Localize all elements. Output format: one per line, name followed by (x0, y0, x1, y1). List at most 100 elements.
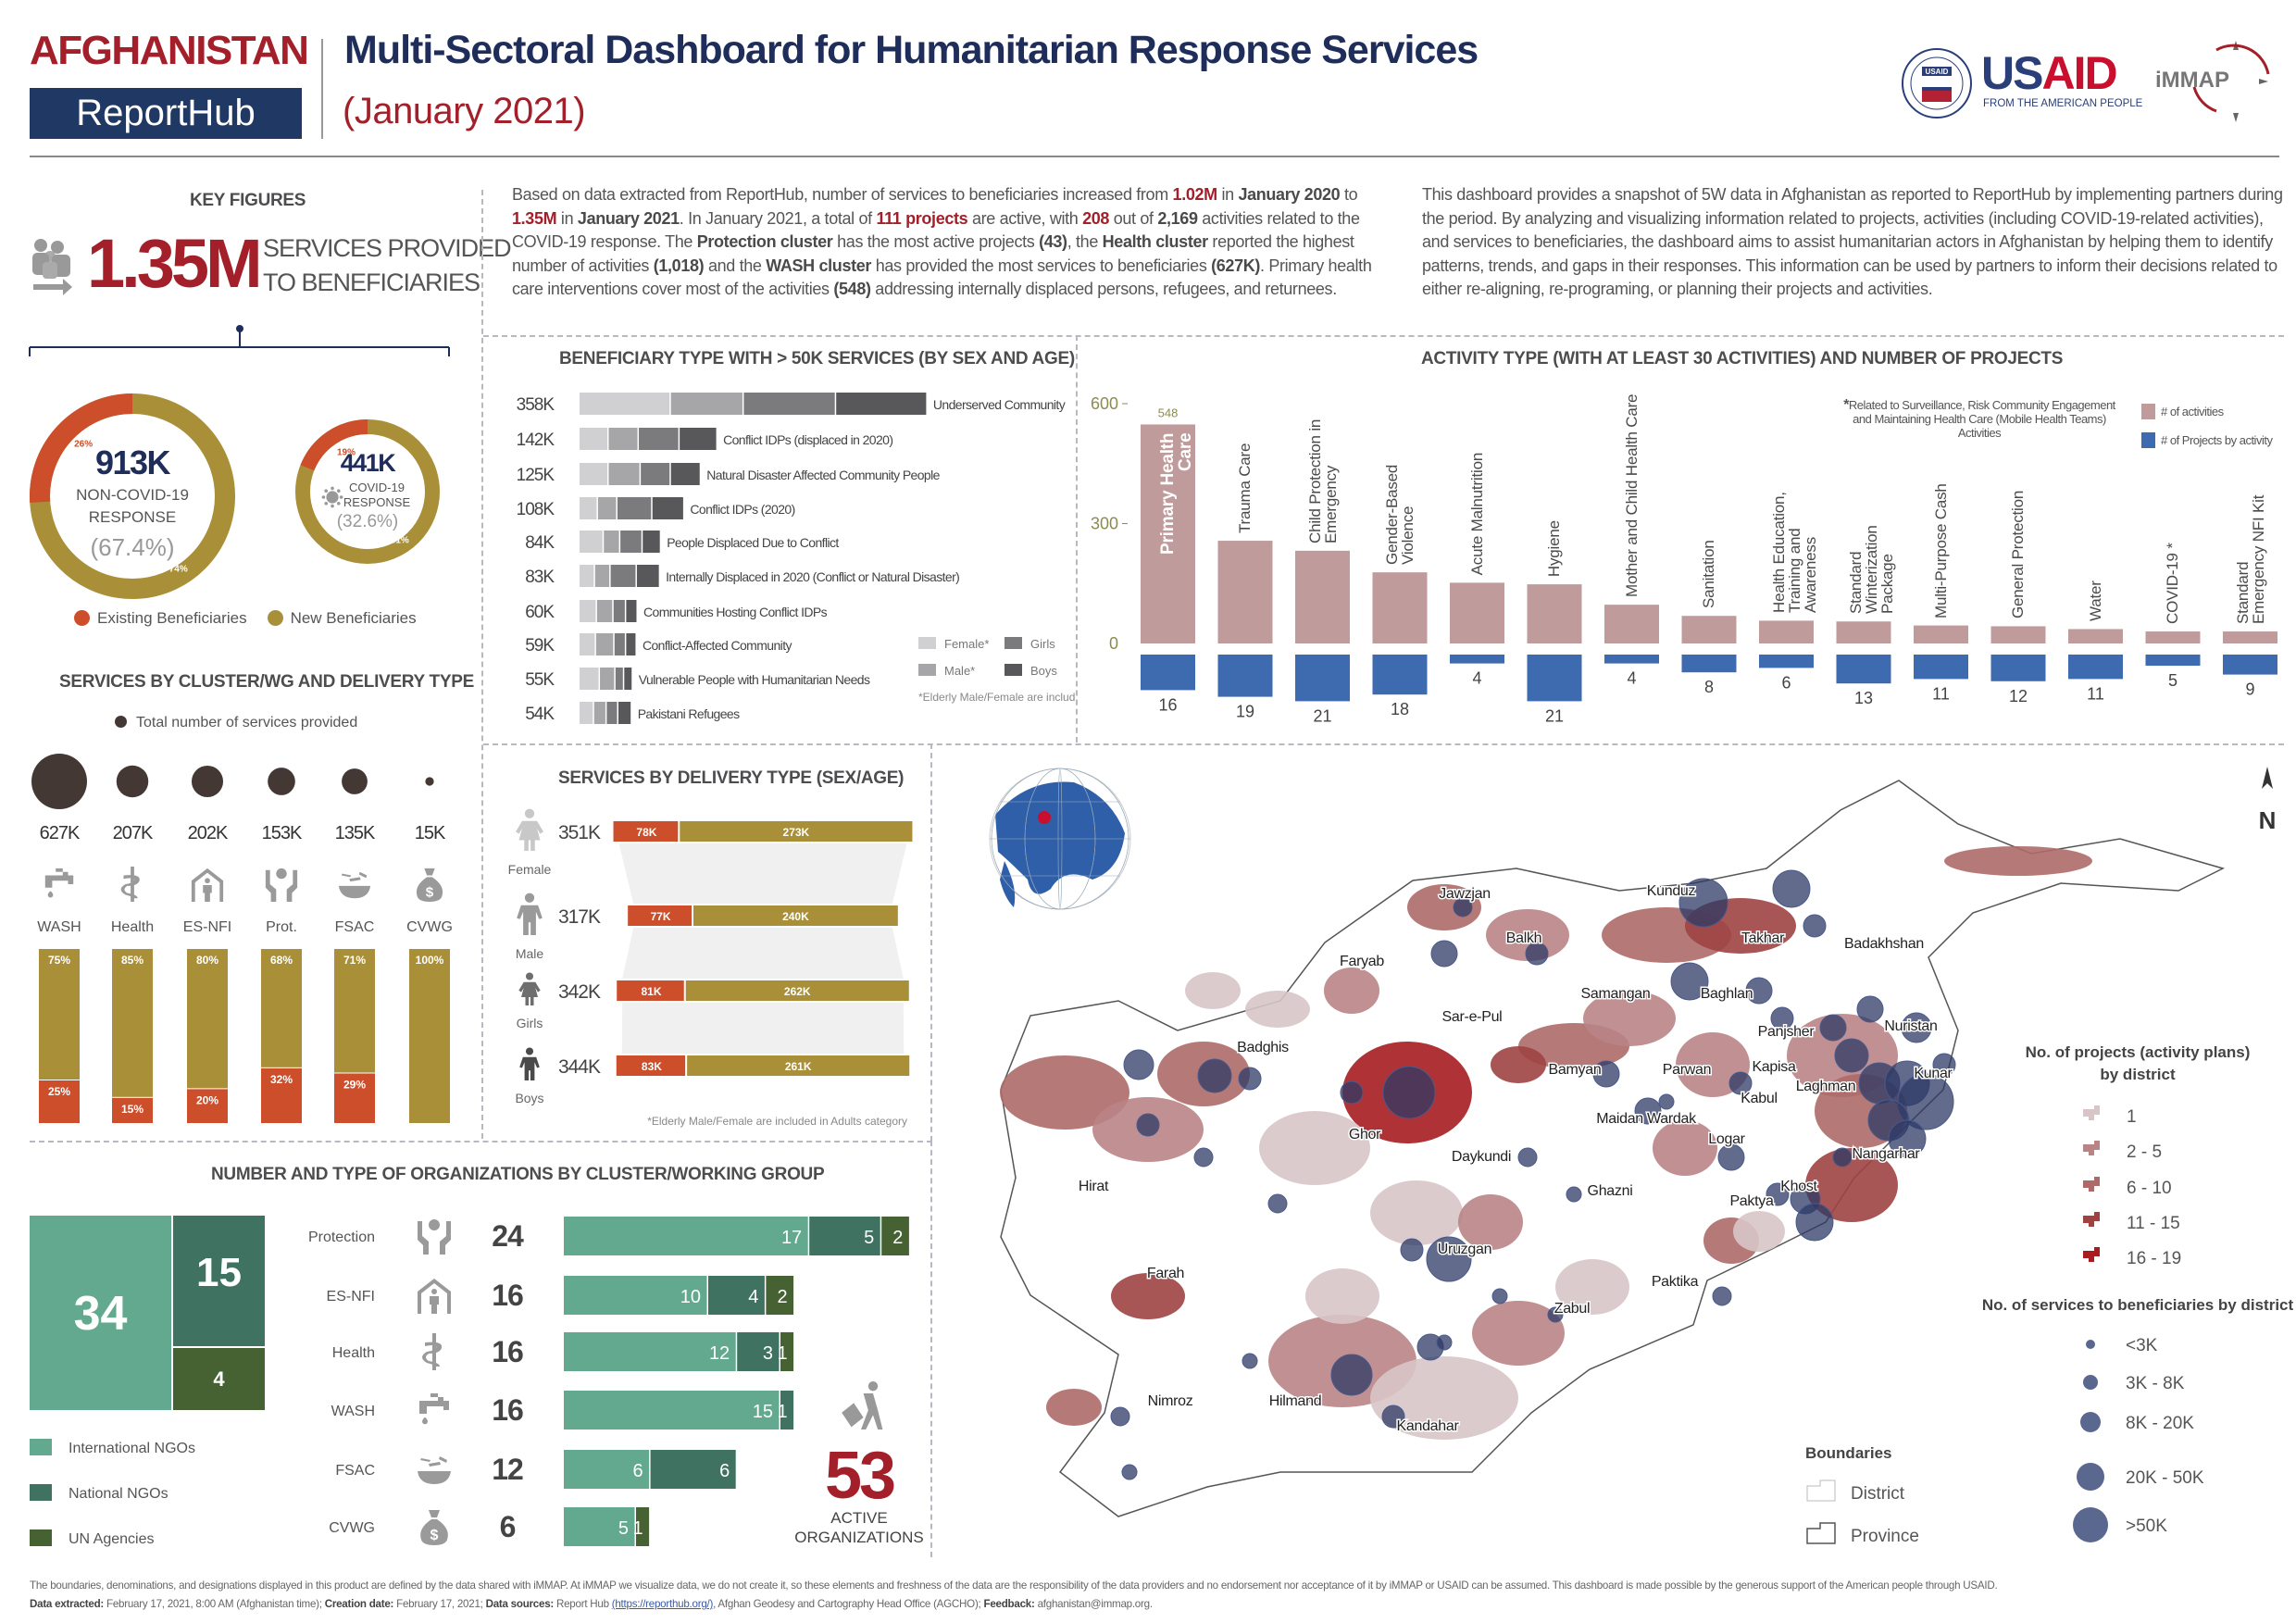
new-pct-label: 85% (121, 954, 144, 967)
total-services-label-2: TO BENEFICIARIES (263, 268, 480, 296)
intro-text-segment: (627K) (1211, 256, 1261, 275)
services-bubble (1110, 1406, 1130, 1427)
category-label: Natural Disaster Affected Community Peop… (706, 468, 940, 482)
intro-text-segment: 2,169 (1157, 208, 1198, 228)
food-bowl-icon (338, 871, 371, 899)
intro-text-segment: . Primary health care interventions cove… (512, 256, 1372, 299)
projects-legend-title: No. of projects (activity plans) (2026, 1043, 2251, 1061)
caduceus-icon (120, 867, 140, 902)
org-total: 16 (492, 1335, 523, 1368)
segment-male (608, 428, 638, 450)
intro-text-segment: 1.35M (512, 208, 557, 228)
total-label: 83K (525, 568, 555, 587)
new-pct-label: 71% (343, 954, 366, 967)
note: *Elderly Male/Female are included in Adu… (918, 691, 1076, 704)
y-tick-label: 0 (1109, 634, 1118, 653)
legend-swatch (1004, 664, 1022, 676)
segment-male (597, 497, 617, 519)
donut-label: RESPONSE (89, 508, 176, 526)
shelter-icon-part (203, 884, 212, 902)
services-bubble (1123, 1049, 1154, 1080)
province-label: Kunar (1914, 1066, 1953, 1081)
intro-text-segment: , the (1067, 232, 1103, 251)
delivery-type-title: SERVICES BY DELIVERY TYPE (SEX/AGE) (558, 768, 905, 788)
food-bowl-icon-part (420, 1458, 430, 1462)
province-label: Kandahar (1397, 1418, 1460, 1434)
reporthub-link[interactable]: (https://reporthub.org/) (611, 1598, 714, 1610)
intro-text-segment: Health cluster (1102, 232, 1208, 251)
connector-band (622, 928, 904, 979)
org-segment (708, 1276, 765, 1315)
activities-bar (1295, 550, 1350, 643)
activities-bar (1527, 584, 1582, 643)
humanitarian-worker-icon-part (861, 1393, 883, 1429)
donut-value: 441K (341, 449, 397, 477)
org-segment-value: 1 (777, 1343, 787, 1364)
globe-inset (989, 768, 1131, 910)
segment-girls (610, 565, 636, 587)
projects-legend-label: 6 - 10 (2127, 1179, 2172, 1198)
services-bubble (1901, 1012, 1932, 1043)
legend-swatch (74, 610, 90, 626)
org-row-protection: Protection 24 17 5 2 (308, 1217, 909, 1255)
protection-hands-icon-part (265, 869, 277, 902)
existing-pct-label: 15% (121, 1103, 144, 1116)
projects-bar (1450, 655, 1504, 664)
projects-legend-label: 16 - 19 (2127, 1249, 2181, 1268)
category-label: Internally Displaced in 2020 (Conflict o… (666, 569, 959, 584)
legend-swatch (30, 1484, 52, 1501)
org-row-cvwg: CVWG $6 5 1 (329, 1507, 650, 1546)
org-segment (780, 1391, 794, 1429)
segment-girls (620, 531, 642, 553)
treemap-international-ngos (30, 1216, 171, 1410)
afghanistan-map[interactable]: Jawzjan Balkh Kunduz Takhar Badakhshan Faryab… (0, 0, 2296, 1574)
activities-bar (1681, 616, 1737, 643)
legend-label: New Beneficiaries (290, 609, 417, 627)
total-services-label: 207K (113, 823, 154, 843)
projects-bar (1604, 655, 1659, 664)
intro-paragraph: Based on data extracted from ReportHub, … (512, 183, 1390, 302)
boundaries-legend-label: Province (1851, 1527, 1919, 1546)
reporthub-badge: ReportHub (30, 88, 302, 139)
shelter-icon-part (205, 878, 210, 884)
existing-beneficiaries-bar (617, 980, 684, 1001)
cluster-services-title: SERVICES BY CLUSTER/WG AND DELIVERY TYPE (59, 672, 474, 692)
cluster-column-wash: 627K WASH 75% 25% (31, 754, 87, 1123)
virus-icon-part (326, 491, 339, 504)
new-pct-label: 100% (416, 954, 444, 967)
response-donuts: 26% 74% 913K NON-COVID-19 RESPONSE (67.4%) 19%… (30, 393, 440, 599)
segment-female (580, 393, 670, 415)
segment-male (600, 668, 615, 690)
services-legend-label: 3K - 8K (2126, 1374, 2185, 1393)
segment-female (580, 531, 603, 553)
org-segment-value: 6 (719, 1461, 730, 1481)
female-icon (516, 808, 543, 851)
projects-bar (2223, 655, 2277, 675)
activities-bar (1836, 621, 1891, 643)
province-label: Paktika (1652, 1274, 1699, 1290)
legend-swatch (30, 1529, 52, 1546)
beneficiary-type-title: BENEFICIARY TYPE WITH > 50K SERVICES (BY… (559, 349, 1075, 368)
projects-bar (1527, 655, 1582, 702)
boundaries-legend-label: District (1851, 1484, 1905, 1504)
projects-bar (1141, 655, 1195, 691)
category-label: Conflict IDPs (2020) (690, 502, 794, 517)
services-bubble (1426, 1236, 1472, 1282)
segment-girls (606, 702, 618, 724)
cluster-column-fsac: 135K FSAC 71% 29% (334, 768, 377, 1123)
org-segment-value: 17 (781, 1228, 802, 1248)
projects-value-label: 16 (1158, 695, 1177, 714)
services-bubble (1678, 878, 1728, 928)
food-bowl-icon-part (439, 1456, 447, 1463)
intro-text-segment: (1,018) (653, 256, 705, 275)
bubble-legend-label: Total number of services provided (136, 715, 358, 730)
district-fill (1491, 1046, 1546, 1083)
projects-legend-label: 1 (2127, 1107, 2137, 1127)
services-bubble (1453, 897, 1473, 918)
virus-icon-part (321, 495, 326, 499)
existing-beneficiaries-bar (187, 1089, 228, 1123)
services-bubble (1670, 962, 1709, 1001)
legend-label: Girls (1030, 637, 1055, 651)
projects-bar (1681, 655, 1737, 673)
services-bubble (1728, 1071, 1753, 1095)
